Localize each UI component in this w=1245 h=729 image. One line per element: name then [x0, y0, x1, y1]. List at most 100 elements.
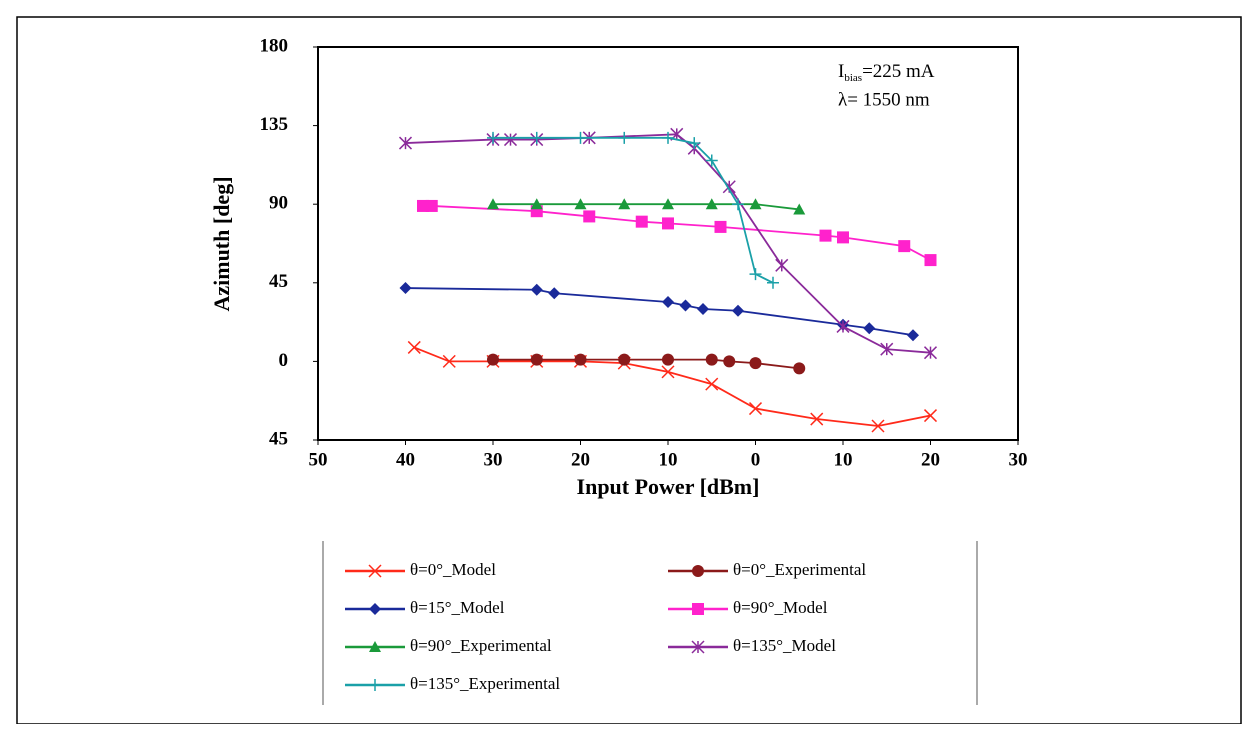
marker: [662, 217, 674, 230]
x-tick-label: 50: [309, 449, 328, 470]
marker: [691, 640, 705, 654]
marker: [705, 198, 718, 210]
x-tick-label: 10: [834, 449, 853, 470]
series-line: [493, 203, 800, 211]
x-tick-label: 30: [484, 449, 503, 470]
marker: [697, 303, 709, 315]
y-tick-label: 45: [269, 428, 288, 449]
marker: [749, 357, 762, 370]
marker: [618, 131, 631, 144]
marker: [692, 565, 704, 577]
marker: [662, 353, 674, 366]
marker: [530, 198, 543, 210]
marker: [748, 402, 763, 416]
marker: [618, 198, 631, 210]
marker: [819, 229, 832, 242]
marker: [398, 136, 413, 150]
marker: [705, 154, 718, 167]
annotation-text: I: [838, 61, 844, 82]
series-line: [413, 346, 931, 427]
annotation: Ibias=225 mA: [838, 61, 935, 83]
marker: [503, 133, 518, 147]
marker: [679, 299, 692, 312]
marker: [487, 131, 499, 144]
x-axis-title: Input Power [dBm]: [577, 474, 760, 499]
marker: [618, 353, 631, 366]
x-tick-label: 30: [1009, 449, 1028, 470]
marker: [898, 240, 911, 253]
marker: [767, 276, 779, 289]
series-line: [405, 287, 914, 337]
annotation: λ= 1550 nm: [838, 89, 930, 110]
x-tick-label: 10: [659, 449, 678, 470]
marker: [836, 319, 850, 333]
legend-label: θ=0°_Model: [410, 560, 496, 579]
marker: [530, 283, 543, 296]
frame: [16, 16, 1242, 725]
marker: [871, 419, 885, 433]
legend-label: θ=0°_Experimental: [733, 560, 866, 579]
marker: [635, 215, 648, 228]
marker: [924, 254, 937, 267]
legend-label: θ=135°_Experimental: [410, 674, 560, 693]
series-line: [493, 136, 774, 284]
x-tick-label: 0: [751, 449, 761, 470]
y-tick-label: 90: [269, 193, 288, 214]
marker: [487, 198, 499, 210]
legend-label: θ=90°_Experimental: [410, 636, 552, 655]
marker: [662, 198, 674, 210]
marker: [793, 362, 806, 375]
legend-label: θ=135°_Model: [733, 636, 836, 655]
marker: [369, 641, 381, 652]
marker: [661, 365, 675, 379]
marker: [662, 131, 674, 144]
marker: [574, 131, 587, 144]
marker: [775, 258, 789, 272]
marker: [442, 354, 456, 368]
y-tick-label: 180: [260, 35, 289, 56]
marker: [487, 353, 499, 366]
marker: [407, 340, 421, 354]
legend-label: θ=15°_Model: [410, 598, 505, 617]
annotation-text: =225 mA: [862, 61, 935, 82]
marker: [714, 220, 727, 233]
marker: [923, 409, 938, 423]
marker: [368, 564, 382, 578]
series-line: [423, 205, 931, 261]
marker: [723, 355, 736, 368]
marker: [810, 412, 824, 426]
marker: [732, 304, 744, 317]
series-line: [405, 133, 931, 354]
marker: [692, 603, 704, 615]
annotation-sub: bias: [844, 72, 862, 84]
marker: [705, 377, 719, 391]
marker: [749, 268, 762, 281]
marker: [732, 198, 744, 211]
x-tick-label: 40: [396, 449, 415, 470]
marker: [425, 199, 438, 212]
marker: [530, 131, 543, 144]
marker: [907, 329, 919, 342]
marker: [880, 342, 894, 356]
marker: [923, 346, 938, 360]
marker: [863, 322, 876, 335]
legend-label: θ=90°_Model: [733, 598, 828, 617]
y-tick-label: 45: [269, 271, 288, 292]
marker: [793, 203, 806, 215]
marker: [530, 353, 543, 366]
marker: [574, 198, 587, 210]
marker: [705, 353, 718, 366]
x-tick-label: 20: [921, 449, 940, 470]
marker: [662, 296, 674, 309]
x-tick-label: 20: [571, 449, 590, 470]
y-axis-title: Azimuth [deg]: [209, 176, 234, 311]
marker: [399, 282, 412, 295]
y-tick-label: 0: [279, 350, 289, 371]
marker: [369, 603, 381, 615]
y-tick-label: 135: [260, 114, 289, 135]
marker: [369, 679, 381, 691]
marker: [688, 137, 701, 150]
marker: [548, 287, 561, 300]
marker: [837, 231, 849, 244]
